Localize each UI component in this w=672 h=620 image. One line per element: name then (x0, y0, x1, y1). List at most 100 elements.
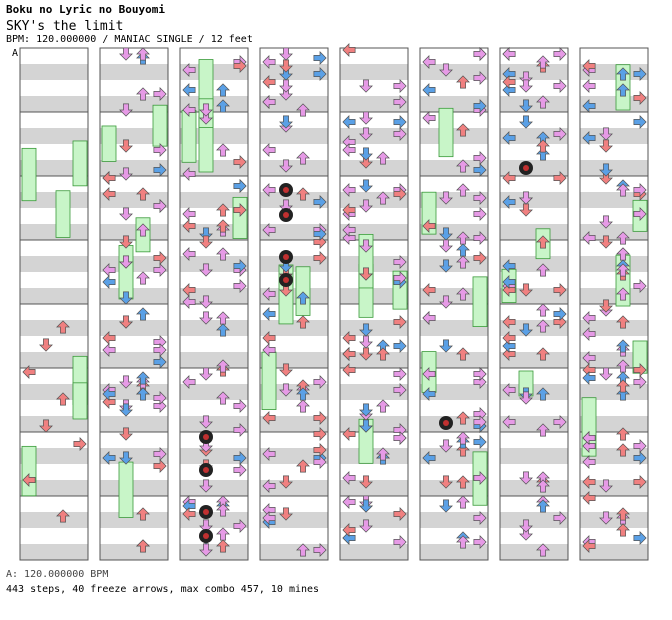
arrow-right-icon (553, 307, 567, 321)
beat-stripe (20, 256, 88, 272)
mine-icon (279, 273, 293, 287)
arrow-down-icon (199, 367, 213, 381)
arrow-up-icon (296, 399, 310, 413)
beat-stripe (100, 416, 168, 432)
beat-stripe (100, 96, 168, 112)
beat-stripe (500, 288, 568, 304)
arrow-left-icon (342, 495, 356, 509)
arrow-left-icon (422, 83, 436, 97)
beat-stripe (20, 192, 88, 208)
arrow-down-icon (519, 115, 533, 129)
arrow-right-icon (313, 51, 327, 65)
beat-stripe (20, 224, 88, 240)
beat-stripe (420, 160, 488, 176)
beat-stripe (100, 160, 168, 176)
column-frame (99, 47, 169, 561)
beat-stripe (420, 64, 488, 80)
chart-column (259, 47, 329, 561)
song-title: Boku no Lyric no Bouyomi (6, 3, 165, 16)
beat-stripe (180, 352, 248, 368)
mine-icon (439, 416, 453, 430)
arrow-left-icon (182, 207, 196, 221)
beat-stripe (180, 96, 248, 112)
beat-stripe (420, 256, 488, 272)
beat-stripe (20, 288, 88, 304)
arrow-up-icon (136, 307, 150, 321)
arrow-left-icon (342, 143, 356, 157)
mine-icon (279, 250, 293, 264)
freeze-arrow-icon (72, 140, 88, 187)
beat-stripe (420, 128, 488, 144)
beat-stripe (580, 416, 648, 432)
beat-stripe (180, 192, 248, 208)
beat-stripe (260, 416, 328, 432)
column-frame (19, 47, 89, 561)
mine-icon (519, 161, 533, 175)
song-subtitle: SKY's the limit (6, 19, 124, 34)
freeze-arrow-icon (472, 276, 488, 327)
freeze-arrow-icon (438, 107, 454, 158)
arrow-down-icon (119, 207, 133, 221)
mine-icon (279, 208, 293, 222)
arrow-right-icon (393, 431, 407, 445)
freeze-arrow-icon (261, 351, 277, 410)
arrow-down-icon (439, 339, 453, 353)
beat-stripe (260, 480, 328, 496)
beat-stripe (340, 480, 408, 496)
beat-stripe (20, 448, 88, 464)
beat-stripe (260, 192, 328, 208)
beat-stripe (100, 448, 168, 464)
arrow-right-icon (393, 339, 407, 353)
chart-column (579, 47, 649, 561)
beat-stripe (580, 224, 648, 240)
arrow-left-icon (342, 43, 356, 57)
arrow-up-icon (216, 143, 230, 157)
beat-stripe (500, 256, 568, 272)
beat-stripe (500, 192, 568, 208)
beat-stripe (180, 544, 248, 560)
beat-stripe (580, 256, 648, 272)
beat-stripe (180, 160, 248, 176)
beat-stripe (580, 288, 648, 304)
beat-stripe (20, 128, 88, 144)
beat-stripe (420, 480, 488, 496)
chart-column (499, 47, 569, 561)
column-frame (339, 47, 409, 561)
arrow-left-icon (342, 115, 356, 129)
beat-stripe (580, 96, 648, 112)
arrow-down-icon (519, 79, 533, 93)
beat-stripe (260, 544, 328, 560)
arrow-right-icon (553, 79, 567, 93)
beat-stripe (180, 320, 248, 336)
beat-stripe (340, 384, 408, 400)
beat-stripe (340, 288, 408, 304)
beat-stripe (100, 480, 168, 496)
beat-stripe (500, 448, 568, 464)
beat-stripe (500, 320, 568, 336)
arrow-right-icon (233, 179, 247, 193)
beat-stripe (100, 512, 168, 528)
freeze-arrow-icon (72, 382, 88, 420)
arrow-right-icon (633, 115, 647, 129)
arrow-down-icon (359, 79, 373, 93)
freeze-arrow-icon (21, 445, 37, 497)
beat-stripe (180, 128, 248, 144)
beat-stripe (20, 320, 88, 336)
beat-stripe (420, 288, 488, 304)
column-frame (419, 47, 489, 561)
freeze-arrow-icon (295, 266, 311, 316)
beat-stripe (420, 352, 488, 368)
column-frame (179, 47, 249, 561)
arrow-right-icon (233, 463, 247, 477)
beat-stripe (500, 64, 568, 80)
beat-stripe (500, 96, 568, 112)
beat-stripe (260, 160, 328, 176)
arrow-down-icon (439, 499, 453, 513)
beat-stripe (580, 160, 648, 176)
beat-stripe (20, 480, 88, 496)
beat-stripe (580, 352, 648, 368)
beat-stripe (340, 512, 408, 528)
arrow-down-icon (119, 47, 133, 61)
beat-stripe (260, 288, 328, 304)
bpm-line: A: 120.000000 BPM (6, 569, 109, 580)
